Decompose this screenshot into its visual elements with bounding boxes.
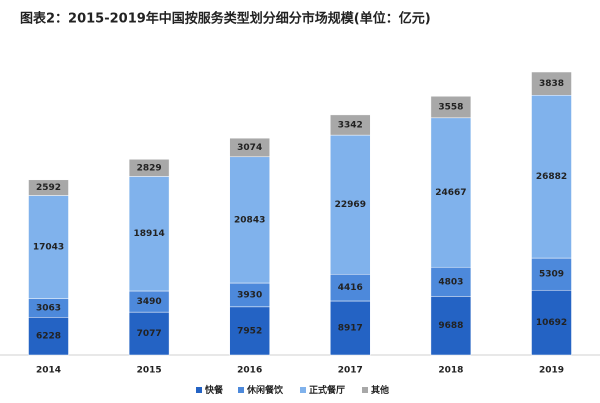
value-label: 6228 <box>36 332 61 342</box>
value-label: 9688 <box>438 321 463 331</box>
bar-segment <box>330 300 371 356</box>
bar-segment <box>531 94 572 259</box>
value-label: 7077 <box>137 329 162 339</box>
bar-segment <box>531 289 572 356</box>
bar-segment <box>430 266 472 297</box>
value-label: 10692 <box>536 318 567 328</box>
legend-swatch <box>196 387 202 393</box>
legend-swatch <box>362 387 368 393</box>
bar-segment <box>229 306 270 356</box>
x-tick-label: 2019 <box>539 366 564 376</box>
value-label: 5309 <box>539 270 564 280</box>
bar-segment <box>330 273 371 302</box>
legend-label: 其他 <box>371 384 389 396</box>
x-tick-label: 2017 <box>338 366 363 376</box>
value-label: 17043 <box>33 243 64 253</box>
bar-segment <box>28 317 69 356</box>
bar-segment <box>128 176 170 292</box>
x-tick-label: 2015 <box>137 366 162 376</box>
value-label: 24667 <box>435 188 466 198</box>
value-label: 4416 <box>338 283 363 293</box>
x-tick-label: 2016 <box>237 366 262 376</box>
value-label: 18914 <box>133 229 164 239</box>
bar-segment <box>330 114 371 136</box>
value-label: 4803 <box>438 277 463 287</box>
x-tick-label: 2018 <box>438 366 463 376</box>
bar-segment <box>28 179 69 196</box>
legend-label: 正式餐厅 <box>309 384 345 396</box>
legend-swatch <box>300 387 306 393</box>
x-tick-label: 2014 <box>36 366 61 376</box>
value-label: 22969 <box>335 200 366 210</box>
bar-segment <box>430 296 472 356</box>
legend-swatch <box>238 387 244 393</box>
bar-segment <box>229 137 270 158</box>
bar-segment <box>28 195 69 299</box>
value-label: 3342 <box>338 120 363 130</box>
value-label: 2592 <box>36 183 61 193</box>
bar-segment <box>430 117 472 268</box>
chart-title: 图表2：2015-2019年中国按服务类型划分细分市场规模(单位：亿元) <box>20 11 431 27</box>
value-label: 7952 <box>237 326 262 336</box>
bar-segment <box>229 156 270 284</box>
value-label: 26882 <box>536 172 567 182</box>
legend-label: 休闲餐饮 <box>246 384 284 396</box>
bar-segment <box>430 96 472 119</box>
bar-segment <box>330 134 371 275</box>
value-label: 3930 <box>237 290 262 300</box>
value-label: 2829 <box>137 163 162 173</box>
value-label: 3074 <box>237 143 262 153</box>
bar-segment <box>128 311 170 356</box>
value-label: 20843 <box>234 215 265 225</box>
bar-segment <box>531 257 572 291</box>
value-label: 3063 <box>36 303 61 313</box>
bar-segment <box>531 71 572 96</box>
value-label: 3838 <box>539 79 564 89</box>
bar-segment <box>128 159 170 177</box>
legend-label: 快餐 <box>205 384 224 396</box>
value-label: 3558 <box>438 103 463 113</box>
value-label: 8917 <box>338 323 363 333</box>
value-label: 3490 <box>137 297 162 307</box>
